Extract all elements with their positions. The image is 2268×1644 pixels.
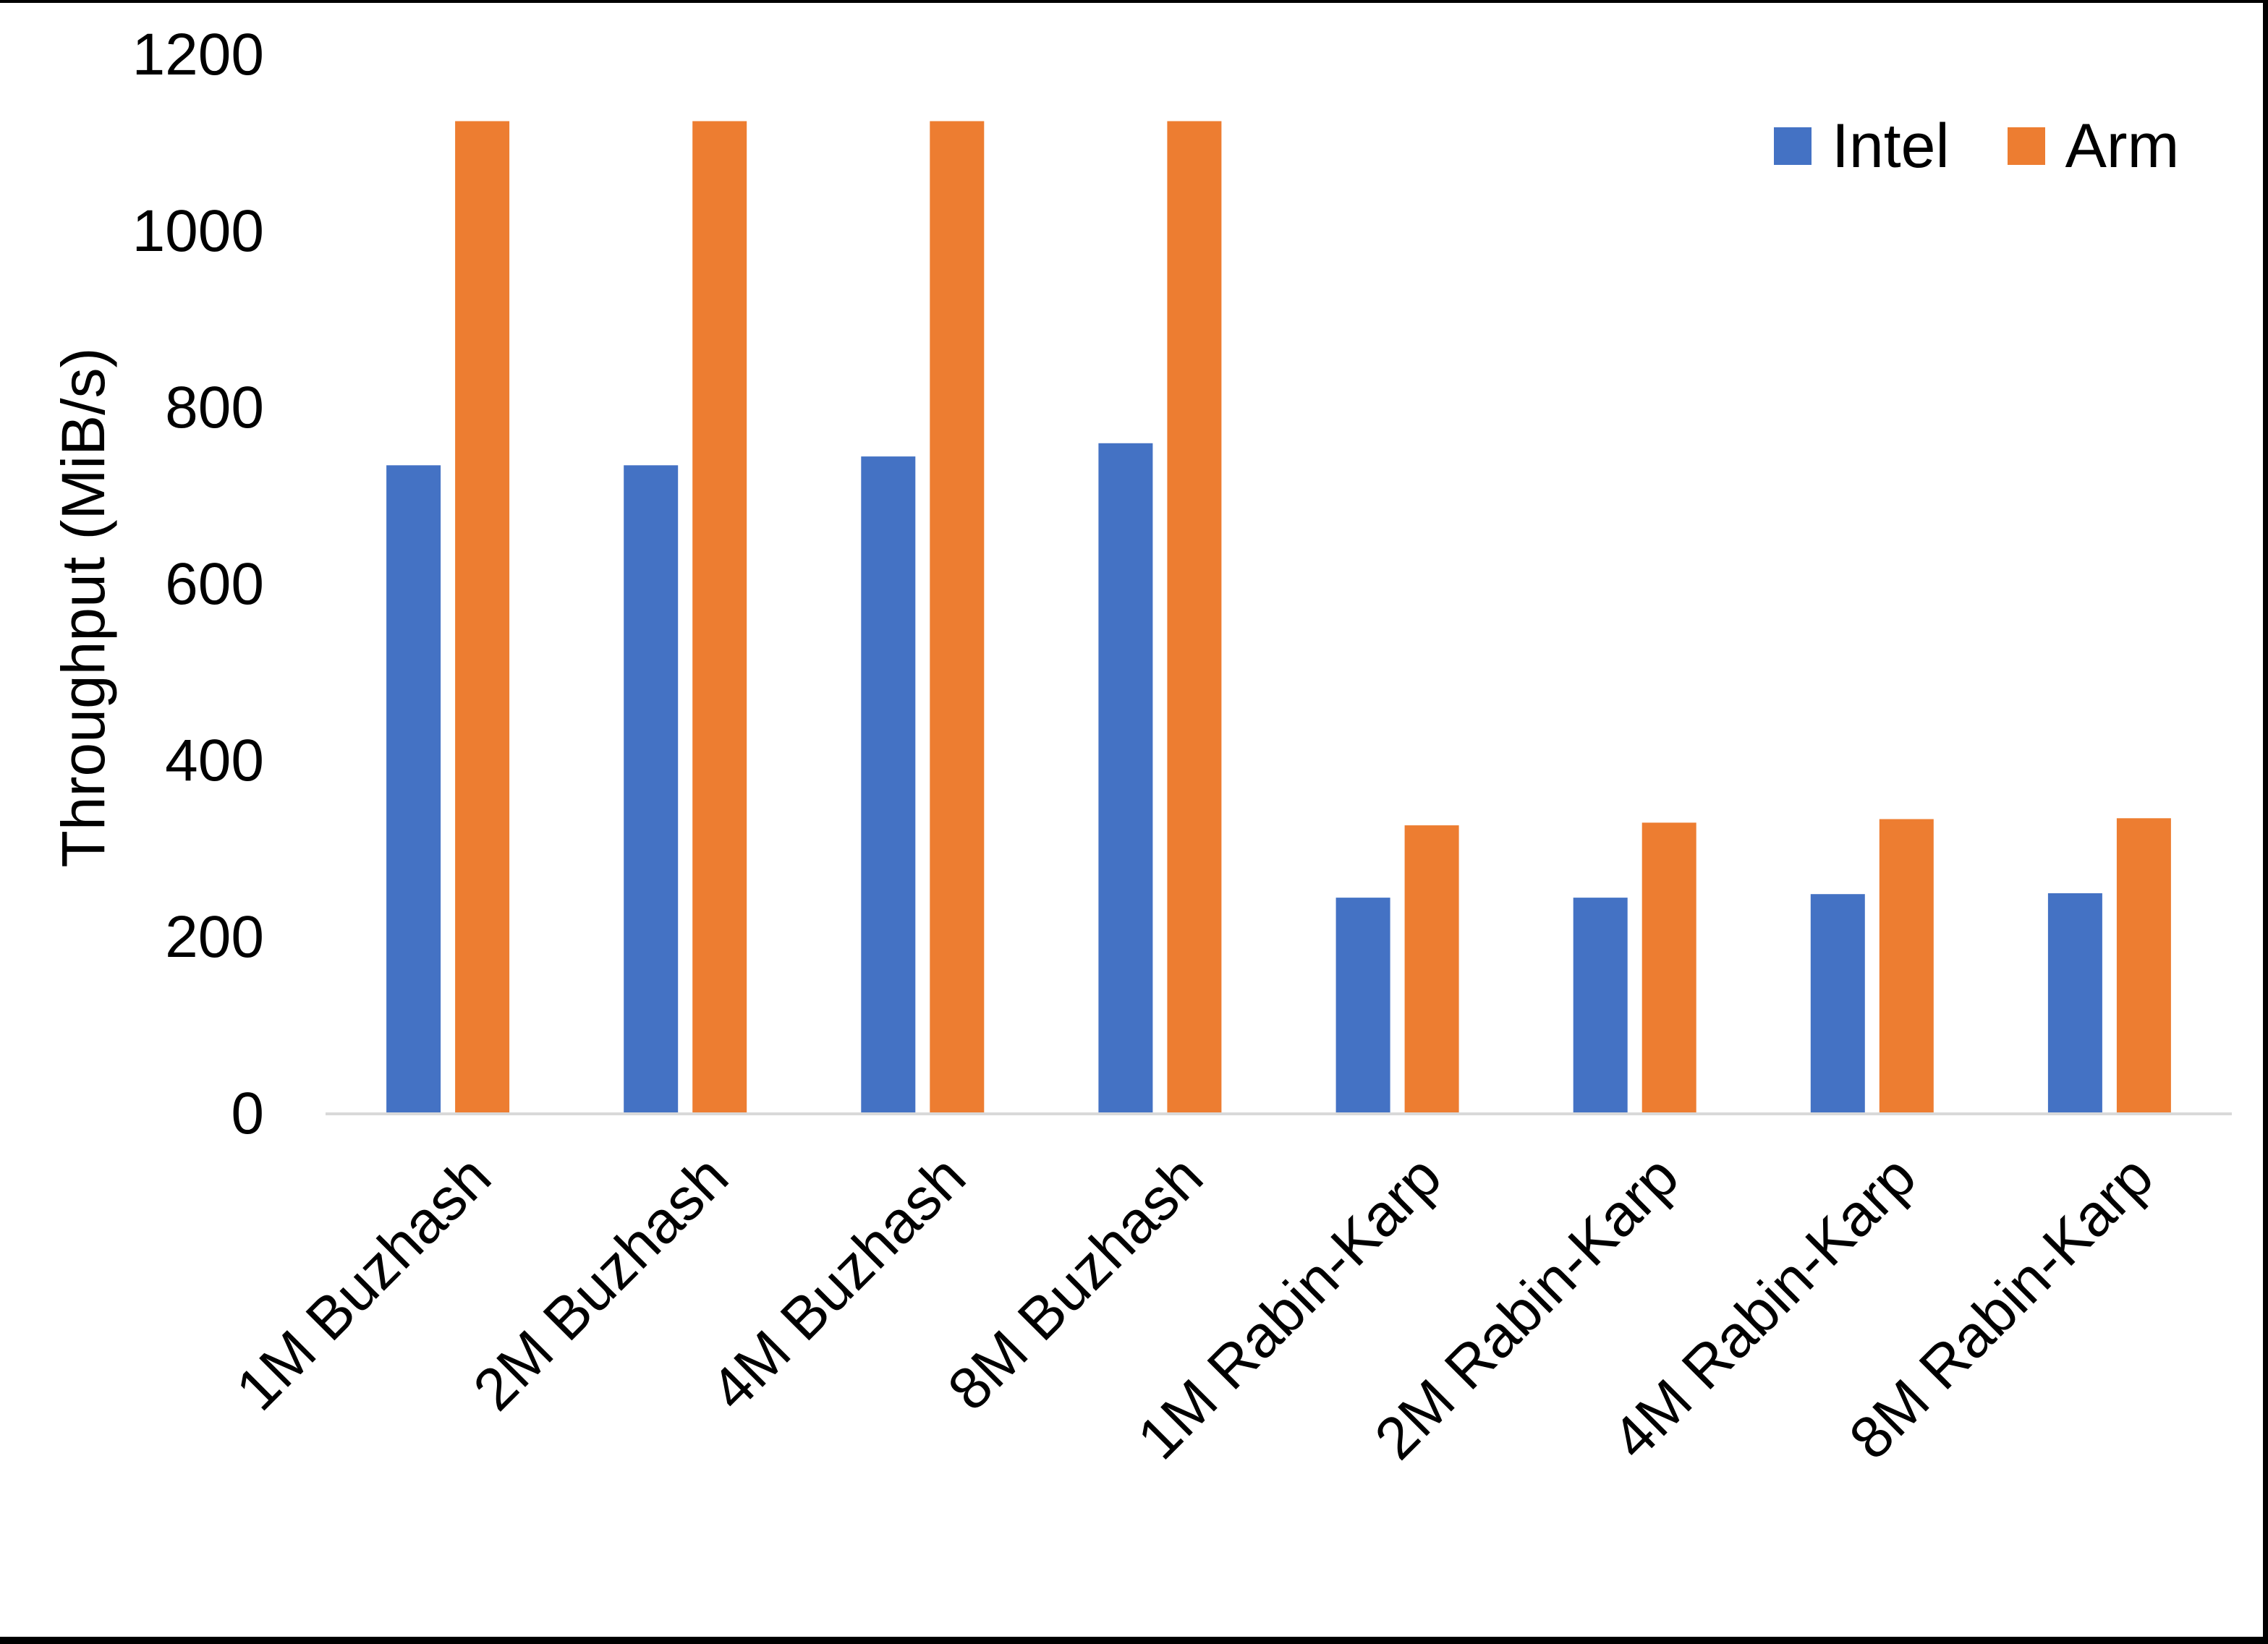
bar-intel-8m-buzhash xyxy=(1098,443,1153,1114)
frame-border-top xyxy=(0,0,2268,3)
bar-intel-4m-buzhash xyxy=(861,456,916,1114)
y-tick-label-1000: 1000 xyxy=(132,198,264,264)
bar-arm-2m-rabin-karp xyxy=(1641,822,1696,1114)
bar-arm-4m-buzhash xyxy=(930,121,985,1114)
bar-intel-4m-rabin-karp xyxy=(1810,894,1865,1114)
bar-arm-2m-buzhash xyxy=(692,121,747,1114)
legend-item-arm: Arm xyxy=(2007,110,2180,182)
legend-swatch-arm xyxy=(2007,127,2045,165)
bar-intel-1m-rabin-karp xyxy=(1335,898,1390,1114)
bar-arm-8m-rabin-karp xyxy=(2116,818,2171,1114)
frame-border-bottom xyxy=(0,1637,2268,1644)
bar-arm-1m-rabin-karp xyxy=(1404,825,1459,1114)
bar-arm-8m-buzhash xyxy=(1167,121,1222,1114)
legend-swatch-intel xyxy=(1774,127,1812,165)
bar-intel-2m-buzhash xyxy=(624,465,679,1114)
bar-intel-8m-rabin-karp xyxy=(2047,893,2102,1114)
legend: Intel Arm xyxy=(1774,110,2179,182)
y-tick-label-800: 800 xyxy=(165,375,264,440)
legend-label-intel: Intel xyxy=(1832,111,1950,181)
frame-border-right xyxy=(2263,0,2268,1644)
bar-arm-4m-rabin-karp xyxy=(1879,819,1934,1114)
y-tick-label-0: 0 xyxy=(231,1081,264,1146)
y-tick-label-200: 200 xyxy=(165,904,264,970)
legend-label-arm: Arm xyxy=(2065,111,2180,181)
bar-intel-2m-rabin-karp xyxy=(1573,898,1628,1114)
legend-item-intel: Intel xyxy=(1774,110,1950,182)
y-tick-label-1200: 1200 xyxy=(132,22,264,88)
y-tick-label-600: 600 xyxy=(165,551,264,617)
bar-arm-1m-buzhash xyxy=(455,121,510,1114)
y-axis-title: Throughput (MiB/s) xyxy=(49,347,117,868)
y-tick-label-400: 400 xyxy=(165,728,264,793)
bar-intel-1m-buzhash xyxy=(386,465,441,1114)
